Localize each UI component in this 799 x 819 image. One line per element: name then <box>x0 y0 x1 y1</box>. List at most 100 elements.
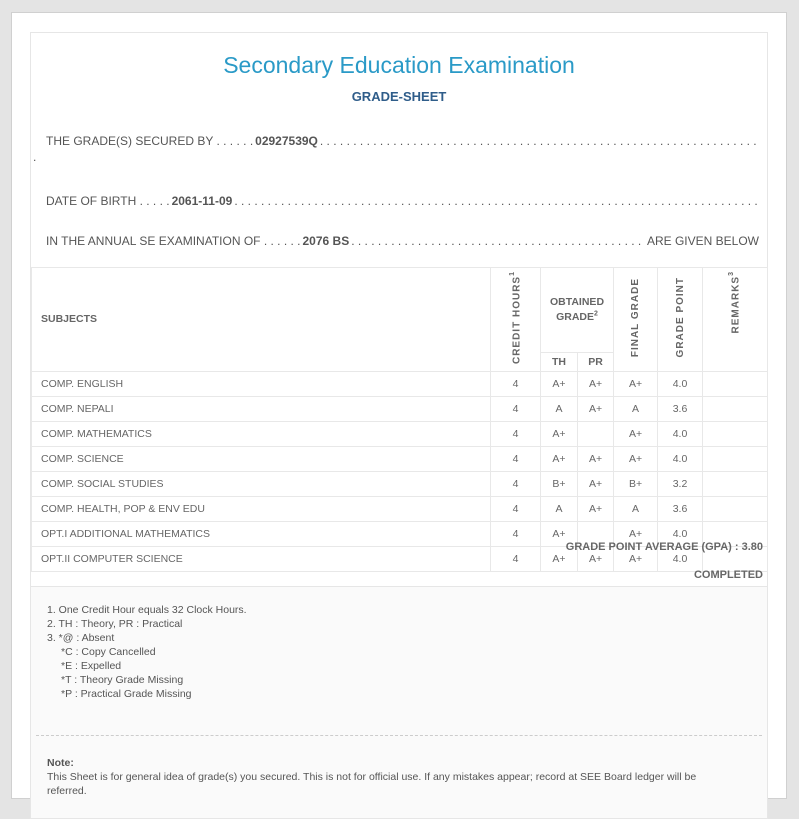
cell-pr: A+ <box>576 546 615 573</box>
table-row: COMP. MATHEMATICS 4 A+ A+ 4.0 <box>31 421 769 448</box>
table-row: COMP. NEPALI 4 A A+ A 3.6 <box>31 396 769 423</box>
dot-leader <box>320 133 759 149</box>
cell-credit: 4 <box>490 371 541 398</box>
cell-credit: 4 <box>490 496 541 523</box>
grades-table: SUBJECTS CREDIT HOURS1 OBTAINED GRADE2 F… <box>31 266 769 573</box>
cell-credit: 4 <box>490 546 541 573</box>
cell-point: 4.0 <box>657 546 704 573</box>
table-row: COMP. SCIENCE 4 A+ A+ A+ 4.0 <box>31 446 769 473</box>
cell-th: B+ <box>540 471 578 498</box>
cell-subject: COMP. MATHEMATICS <box>31 421 491 448</box>
cell-th: A+ <box>540 521 578 548</box>
dob-label: DATE OF BIRTH . . . . . <box>46 194 170 208</box>
cell-remarks <box>702 521 769 548</box>
secured-by-label: THE GRADE(S) SECURED BY . . . . . . <box>46 134 254 148</box>
header-point-label: GRADE POINT <box>674 277 686 358</box>
header-obtained-grade: OBTAINED GRADE2 <box>539 266 615 354</box>
cell-remarks <box>702 471 769 498</box>
dot-leader <box>234 193 759 209</box>
cell-pr: A+ <box>576 471 615 498</box>
cell-subject: COMP. SCIENCE <box>31 446 491 473</box>
cell-point: 4.0 <box>657 371 704 398</box>
remarks-footnote-marker: 3 <box>728 271 736 276</box>
cell-pr <box>576 421 615 448</box>
footnotes-section: 1. One Credit Hour equals 32 Clock Hours… <box>31 586 767 819</box>
cell-final: B+ <box>613 471 659 498</box>
header-remarks-label: REMARKS <box>730 275 742 334</box>
header-remarks: REMARKS3 <box>702 266 769 373</box>
footnote: *T : Theory Grade Missing <box>61 674 184 687</box>
table-row: COMP. SOCIAL STUDIES 4 B+ A+ B+ 3.2 <box>31 471 769 498</box>
exam-line: IN THE ANNUAL SE EXAMINATION OF . . . . … <box>46 233 759 249</box>
result-status: COMPLETED <box>693 569 763 582</box>
cell-th: A+ <box>540 546 578 573</box>
header-final-grade: FINAL GRADE <box>613 266 659 373</box>
table-row: COMP. ENGLISH 4 A+ A+ A+ 4.0 <box>31 371 769 398</box>
cell-subject: COMP. SOCIAL STUDIES <box>31 471 491 498</box>
cell-subject: OPT.II COMPUTER SCIENCE <box>31 546 491 573</box>
gpa: GRADE POINT AVERAGE (GPA) : 3.80 <box>565 541 763 554</box>
table-row: OPT.II COMPUTER SCIENCE 4 A+ A+ A+ 4.0 <box>31 546 769 573</box>
header-credit-hours: CREDIT HOURS1 <box>490 266 541 373</box>
note-label: Note: <box>47 757 74 770</box>
cell-remarks <box>702 396 769 423</box>
table-row: COMP. HEALTH, POP & ENV EDU 4 A A+ A 3.6 <box>31 496 769 523</box>
obtained-footnote-marker: 2 <box>594 310 598 318</box>
page-title: Secondary Education Examination <box>223 52 575 78</box>
cell-credit: 4 <box>490 421 541 448</box>
header-final-label: FINAL GRADE <box>630 277 642 358</box>
cell-subject: COMP. ENGLISH <box>31 371 491 398</box>
secured-by-line: THE GRADE(S) SECURED BY . . . . . . 0292… <box>46 133 759 149</box>
cell-final: A+ <box>613 371 659 398</box>
footnote: *E : Expelled <box>61 660 122 673</box>
cell-final: A <box>613 396 659 423</box>
cell-final: A <box>613 496 659 523</box>
header-credit-label: CREDIT HOURS <box>511 275 523 365</box>
cell-pr: A+ <box>576 371 615 398</box>
cell-pr: A+ <box>576 446 615 473</box>
footnote: 2. TH : Theory, PR : Practical <box>47 618 183 631</box>
cell-point: 4.0 <box>657 446 704 473</box>
note-text: This Sheet is for general idea of grade(… <box>47 771 697 798</box>
header-obtained-label: OBTAINED GRADE <box>549 296 605 324</box>
cell-remarks <box>702 421 769 448</box>
cell-th: A <box>540 496 578 523</box>
cell-final: A+ <box>613 446 659 473</box>
grade-sheet: Secondary Education Examination GRADE-SH… <box>30 32 769 819</box>
dot-leader <box>351 233 643 249</box>
dot-continuation: . <box>33 150 37 164</box>
header-pr: PR <box>576 352 615 373</box>
exam-suffix: ARE GIVEN BELOW <box>646 234 759 248</box>
date-of-birth: 2061-11-09 <box>171 194 233 208</box>
cell-th: A <box>540 396 578 423</box>
header-grade-point: GRADE POINT <box>657 266 704 373</box>
cell-subject: COMP. HEALTH, POP & ENV EDU <box>31 496 491 523</box>
cell-credit: 4 <box>490 471 541 498</box>
footnote: *P : Practical Grade Missing <box>61 688 192 701</box>
cell-th: A+ <box>540 446 578 473</box>
footnote: *C : Copy Cancelled <box>61 646 156 659</box>
divider <box>36 735 762 737</box>
cell-pr: A+ <box>576 496 615 523</box>
footnote: 1. One Credit Hour equals 32 Clock Hours… <box>47 604 247 617</box>
header-th: TH <box>540 352 578 373</box>
cell-pr: A+ <box>576 396 615 423</box>
cell-th: A+ <box>540 421 578 448</box>
cell-credit: 4 <box>490 446 541 473</box>
dob-line: DATE OF BIRTH . . . . . 2061-11-09 <box>46 193 759 209</box>
cell-remarks <box>702 371 769 398</box>
footnote: 3. *@ : Absent <box>47 632 115 645</box>
cell-remarks <box>702 496 769 523</box>
cell-remarks <box>702 446 769 473</box>
cell-final: A+ <box>613 421 659 448</box>
cell-point: 3.6 <box>657 396 704 423</box>
exam-label: IN THE ANNUAL SE EXAMINATION OF . . . . … <box>46 234 301 248</box>
symbol-number: 02927539Q <box>255 134 318 148</box>
cell-point: 3.6 <box>657 496 704 523</box>
cell-point: 4.0 <box>657 421 704 448</box>
cell-point: 3.2 <box>657 471 704 498</box>
cell-subject: COMP. NEPALI <box>31 396 491 423</box>
exam-year: 2076 BS <box>302 234 350 248</box>
page-subtitle: GRADE-SHEET <box>351 89 447 104</box>
cell-credit: 4 <box>490 396 541 423</box>
